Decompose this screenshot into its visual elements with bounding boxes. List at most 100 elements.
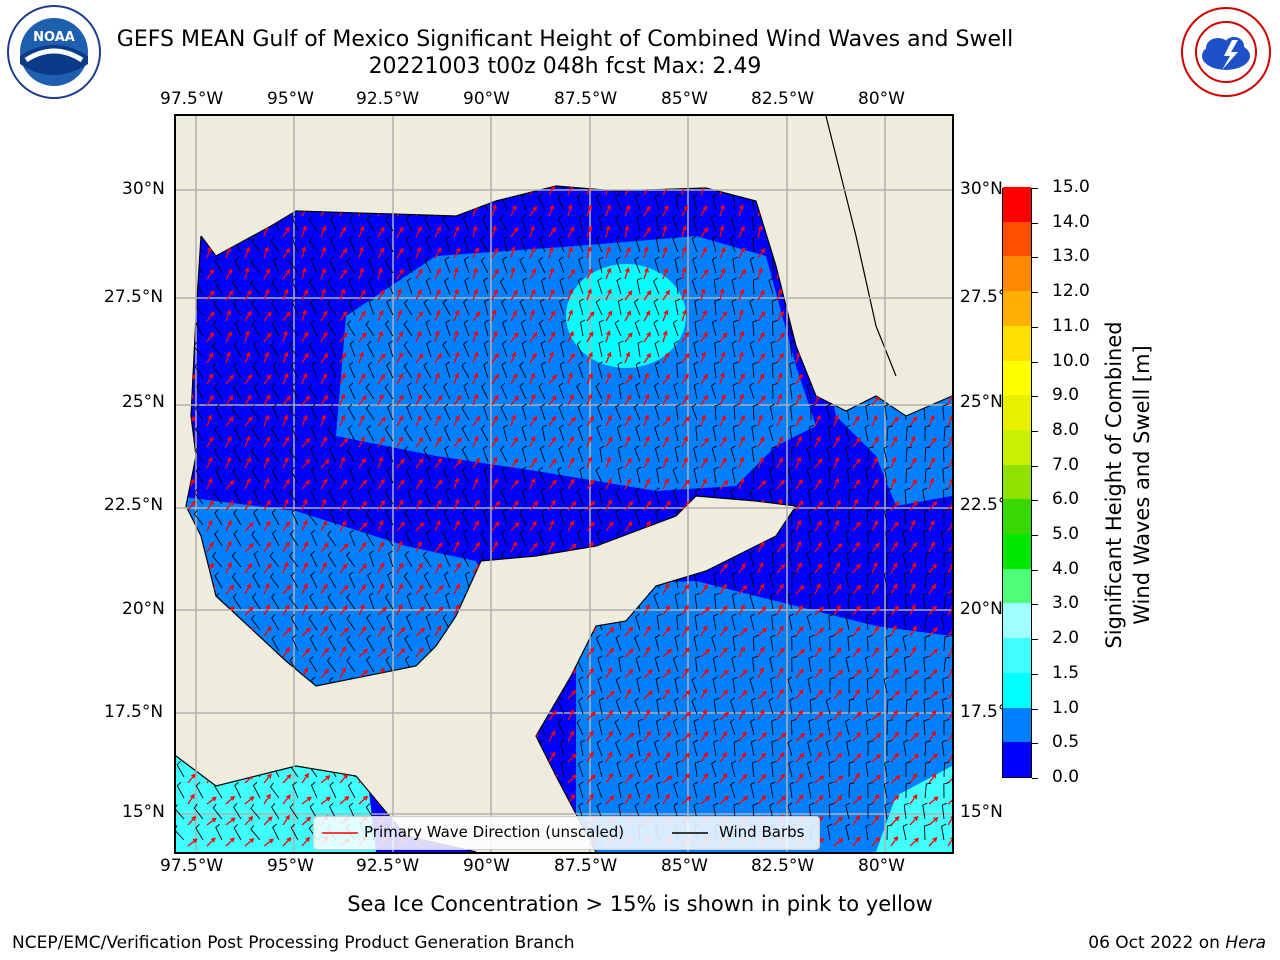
wind-barb bbox=[769, 214, 775, 232]
wave-direction-arrow bbox=[434, 731, 444, 742]
wave-direction-arrow bbox=[681, 373, 689, 385]
wave-direction-arrow bbox=[453, 477, 460, 490]
wind-barb bbox=[711, 550, 717, 568]
wave-direction-arrow bbox=[814, 267, 820, 280]
wave-direction-arrow bbox=[377, 796, 388, 805]
wind-barb bbox=[905, 425, 913, 442]
wave-direction-arrow bbox=[339, 393, 346, 406]
wind-barb bbox=[234, 186, 242, 190]
wave-direction-arrow bbox=[662, 775, 673, 784]
colorbar-tick bbox=[1032, 430, 1038, 432]
wave-direction-arrow bbox=[586, 311, 595, 322]
wave-direction-arrow bbox=[529, 435, 536, 448]
wind-barb bbox=[672, 487, 679, 505]
wave-direction-arrow bbox=[909, 310, 918, 322]
wind-barb bbox=[365, 698, 375, 715]
wind-barb bbox=[578, 676, 584, 694]
wind-barb bbox=[866, 186, 872, 190]
wave-direction-arrow bbox=[795, 519, 802, 532]
wind-barb bbox=[617, 298, 624, 316]
wind-barb bbox=[864, 424, 870, 442]
wave-direction-arrow bbox=[947, 521, 952, 532]
wave-direction-arrow bbox=[605, 288, 612, 301]
wind-barb bbox=[845, 823, 851, 841]
wave-direction-arrow bbox=[890, 416, 899, 427]
wind-barb bbox=[462, 487, 470, 505]
wave-direction-arrow bbox=[567, 246, 573, 259]
wave-direction-arrow bbox=[339, 479, 348, 490]
wind-barb bbox=[634, 592, 641, 610]
wind-barb bbox=[829, 635, 835, 652]
wind-barb bbox=[559, 739, 565, 757]
wave-direction-arrow bbox=[339, 646, 346, 658]
wind-barb bbox=[559, 487, 565, 505]
wave-direction-arrow bbox=[339, 667, 346, 679]
lon-label-top: 85°W bbox=[661, 89, 708, 109]
wind-barb bbox=[310, 131, 317, 147]
wave-direction-arrow bbox=[415, 225, 422, 238]
wind-barb bbox=[676, 277, 682, 295]
wind-barb bbox=[693, 340, 699, 358]
wave-direction-arrow bbox=[339, 226, 347, 238]
wind-barb bbox=[672, 214, 679, 232]
wind-barb bbox=[848, 677, 855, 694]
wave-direction-arrow bbox=[472, 499, 480, 511]
wind-barb bbox=[464, 571, 470, 589]
wind-barb bbox=[695, 424, 701, 442]
wind-barb bbox=[693, 152, 697, 168]
wind-barb bbox=[311, 152, 317, 168]
wave-direction-arrow bbox=[568, 143, 573, 153]
wave-direction-arrow bbox=[225, 817, 236, 826]
wave-direction-arrow bbox=[567, 520, 574, 532]
wave-direction-arrow bbox=[719, 522, 729, 532]
wind-barb bbox=[368, 256, 375, 274]
wave-direction-arrow bbox=[472, 393, 479, 406]
wave-direction-arrow bbox=[491, 415, 499, 427]
wave-direction-arrow bbox=[510, 751, 518, 763]
wave-direction-arrow bbox=[548, 310, 556, 322]
wave-direction-arrow bbox=[415, 562, 423, 574]
wave-direction-arrow bbox=[282, 688, 290, 700]
wind-barb bbox=[441, 194, 451, 211]
wind-barb bbox=[598, 718, 604, 736]
wave-direction-arrow bbox=[624, 224, 630, 238]
wave-direction-arrow bbox=[643, 352, 652, 364]
wind-barb bbox=[886, 824, 893, 841]
colorbar-segment bbox=[1003, 394, 1031, 430]
wave-direction-arrow bbox=[320, 288, 326, 301]
wave-direction-arrow bbox=[225, 646, 234, 658]
colorbar-tick-label: 3.0 bbox=[1052, 593, 1080, 614]
wind-barb bbox=[176, 530, 185, 547]
wave-direction-arrow bbox=[700, 583, 709, 595]
wave-direction-arrow bbox=[206, 352, 214, 364]
wave-direction-arrow bbox=[301, 267, 307, 280]
wave-direction-arrow bbox=[947, 795, 952, 805]
wave-direction-arrow bbox=[739, 122, 744, 132]
wave-direction-arrow bbox=[776, 751, 785, 763]
wave-direction-arrow bbox=[472, 626, 482, 637]
wind-barb bbox=[923, 655, 929, 673]
wind-barb bbox=[903, 571, 910, 589]
wind-barb bbox=[539, 116, 545, 126]
wave-direction-arrow bbox=[738, 309, 744, 322]
wind-barb bbox=[214, 116, 222, 126]
wind-barb bbox=[406, 256, 413, 274]
wave-direction-arrow bbox=[928, 583, 936, 595]
wind-barb bbox=[674, 256, 680, 274]
wave-direction-arrow bbox=[339, 456, 346, 469]
wave-direction-arrow bbox=[244, 606, 254, 616]
wind-barb bbox=[290, 466, 299, 484]
wave-direction-arrow bbox=[244, 435, 251, 448]
wave-direction-arrow bbox=[738, 627, 749, 637]
wind-barb bbox=[424, 697, 432, 715]
wave-direction-arrow bbox=[852, 393, 859, 406]
wind-barb bbox=[733, 508, 740, 526]
colorbar-segment bbox=[1003, 602, 1031, 639]
wind-barb bbox=[595, 382, 603, 400]
wind-barb bbox=[730, 781, 736, 799]
wave-direction-arrow bbox=[510, 562, 518, 574]
wind-barb bbox=[272, 403, 280, 421]
colorbar bbox=[1002, 186, 1032, 778]
wind-barb bbox=[885, 256, 891, 274]
wind-barb bbox=[769, 655, 775, 673]
